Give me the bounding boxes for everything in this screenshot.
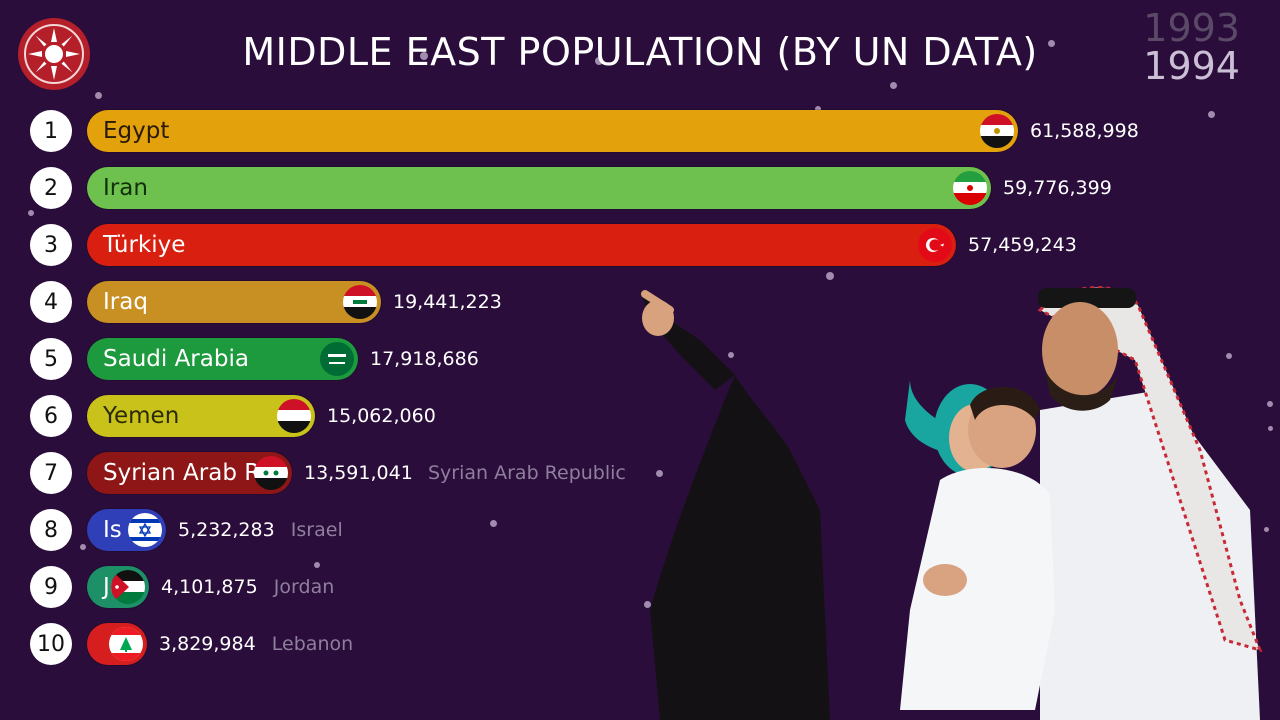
syria-flag xyxy=(254,456,288,490)
particle-dot xyxy=(826,272,834,280)
country-name-label: Lebanon xyxy=(271,633,354,655)
value-label: 13,591,041 xyxy=(304,462,413,484)
lebanon-flag xyxy=(109,627,143,661)
rank-badge: 3 xyxy=(30,224,72,266)
sun-logo-icon xyxy=(18,18,90,90)
bar-country-label: Syrian Arab R xyxy=(103,460,261,486)
rank-badge: 6 xyxy=(30,395,72,437)
bar-country-label: Iran xyxy=(103,175,148,201)
bar-lebanon xyxy=(87,623,147,665)
value-label: 3,829,984 xyxy=(159,633,256,655)
jordan-flag xyxy=(111,570,145,604)
particle-dot xyxy=(1267,401,1273,407)
bar-iraq: Iraq xyxy=(87,281,381,323)
bar-country-label: Saudi Arabia xyxy=(103,346,249,372)
rank-badge: 2 xyxy=(30,167,72,209)
particle-dot xyxy=(890,82,897,89)
rank-badge: 4 xyxy=(30,281,72,323)
family-photo xyxy=(640,286,1263,720)
particle-dot xyxy=(1226,353,1232,359)
particle-dot xyxy=(80,544,86,550)
previous-year-label: 1993 xyxy=(1143,6,1240,50)
bar-egypt: Egypt xyxy=(87,110,1018,152)
bar-saudi-arabia: Saudi Arabia xyxy=(87,338,358,380)
value-label: 61,588,998 xyxy=(1030,120,1139,142)
particle-dot xyxy=(490,520,497,527)
bar-jordan: J xyxy=(87,566,149,608)
bar-country-label: Iraq xyxy=(103,289,148,315)
particle-dot xyxy=(815,106,821,112)
country-name-label: Syrian Arab Republic xyxy=(428,462,626,484)
particle-dot xyxy=(644,601,651,608)
particle-dot xyxy=(595,57,603,65)
value-label: 15,062,060 xyxy=(327,405,436,427)
particle-dot xyxy=(656,470,663,477)
bar-country-label: Is xyxy=(103,517,122,543)
iraq-flag xyxy=(343,285,377,319)
value-label: 57,459,243 xyxy=(968,234,1077,256)
iran-flag xyxy=(953,171,987,205)
rank-badge: 1 xyxy=(30,110,72,152)
rank-badge: 7 xyxy=(30,452,72,494)
bar-country-label: J xyxy=(103,574,110,600)
bar-t-rkiye: Türkiye xyxy=(87,224,956,266)
bar-yemen: Yemen xyxy=(87,395,315,437)
country-name-label: Jordan xyxy=(273,576,335,598)
rank-badge: 8 xyxy=(30,509,72,551)
value-label: 19,441,223 xyxy=(393,291,502,313)
value-label: 5,232,283 xyxy=(178,519,275,541)
turkey-flag xyxy=(918,228,952,262)
israel-flag xyxy=(128,513,162,547)
rank-badge: 9 xyxy=(30,566,72,608)
current-year-label: 1994 xyxy=(1143,44,1240,88)
country-name-label: Israel xyxy=(290,519,343,541)
bar-iran: Iran xyxy=(87,167,991,209)
saudi-flag xyxy=(320,342,354,376)
particle-dot xyxy=(1268,426,1273,431)
particle-dot xyxy=(95,92,102,99)
particle-dot xyxy=(314,562,320,568)
particle-dot xyxy=(1048,40,1055,47)
particle-dot xyxy=(1264,527,1269,532)
yemen-flag xyxy=(277,399,311,433)
bar-country-label: Türkiye xyxy=(103,232,186,258)
bar-israel: Is xyxy=(87,509,166,551)
egypt-flag xyxy=(980,114,1014,148)
bar-country-label: Yemen xyxy=(103,403,180,429)
value-label: 59,776,399 xyxy=(1003,177,1112,199)
bar-syrian-arab-republic: Syrian Arab R xyxy=(87,452,292,494)
chart-title: MIDDLE EAST POPULATION (BY UN DATA) xyxy=(242,30,1038,74)
value-label: 17,918,686 xyxy=(370,348,479,370)
bar-country-label: Egypt xyxy=(103,118,170,144)
particle-dot xyxy=(1208,111,1215,118)
rank-badge: 5 xyxy=(30,338,72,380)
rank-badge: 10 xyxy=(30,623,72,665)
particle-dot xyxy=(420,52,428,60)
particle-dot xyxy=(28,210,34,216)
value-label: 4,101,875 xyxy=(161,576,258,598)
particle-dot xyxy=(728,352,734,358)
